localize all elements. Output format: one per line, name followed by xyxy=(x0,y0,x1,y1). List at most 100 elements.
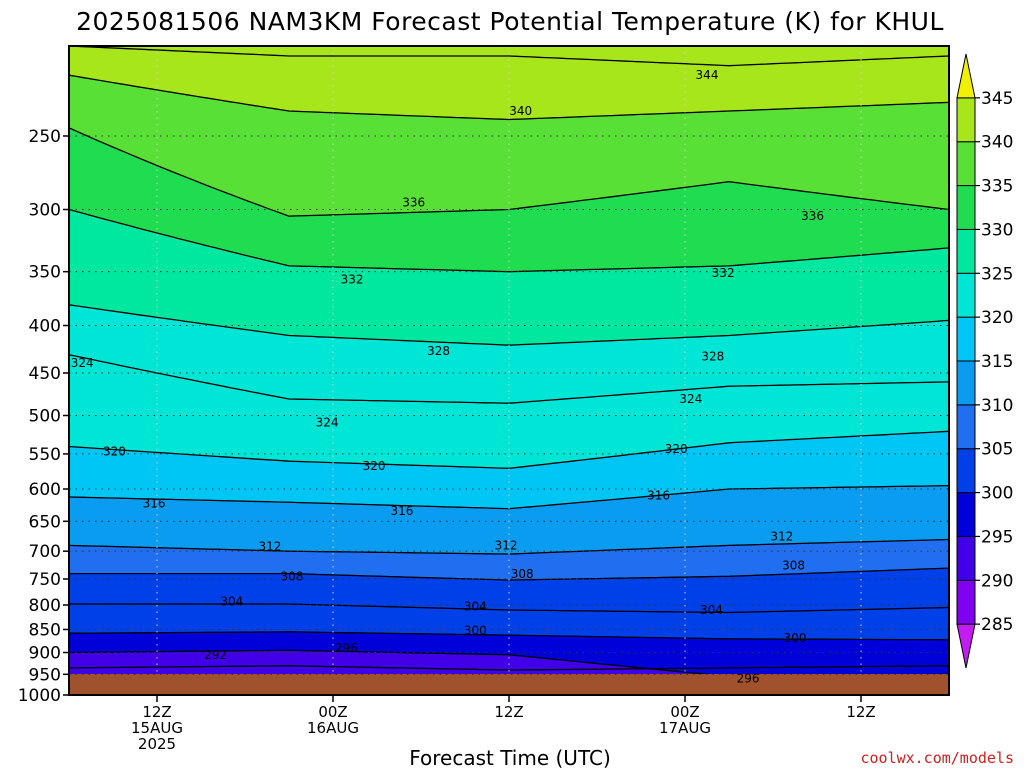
colorbar-bin xyxy=(956,535,976,581)
contour-label-text: 312 xyxy=(495,538,518,552)
contour-label-text: 324 xyxy=(71,356,94,370)
contour-label-text: 304 xyxy=(220,594,243,608)
contour-label-text: 320 xyxy=(363,459,386,473)
isentrope-line xyxy=(69,603,949,614)
isentrope-line xyxy=(69,46,949,67)
contour-label-text: 320 xyxy=(103,445,126,459)
contour-label: 320 xyxy=(363,459,386,473)
contour-label-text: 320 xyxy=(665,442,688,456)
colorbar-bin xyxy=(956,185,976,230)
contour-label-text: 304 xyxy=(464,600,487,614)
contour-label: 344 xyxy=(696,68,719,82)
contour-label: 304 xyxy=(464,600,487,614)
contour-label: 332 xyxy=(712,266,735,280)
contour-label-text: 296 xyxy=(335,641,358,655)
contour-label: 324 xyxy=(316,416,339,430)
x-tick-label: 16AUG xyxy=(307,719,359,737)
colorbar-tick-label: 285 xyxy=(981,615,1013,635)
contour-label: 296 xyxy=(737,672,760,686)
y-tick-label: 1000 xyxy=(18,686,61,706)
contour-label-text: 324 xyxy=(679,392,702,406)
contour-label-text: 344 xyxy=(696,68,719,82)
colorbar-tick-label: 345 xyxy=(981,89,1013,109)
contour-label: 320 xyxy=(103,445,126,459)
x-tick-label: 2025 xyxy=(138,735,176,753)
colorbar-bin xyxy=(956,316,976,362)
colorbar-tick-label: 305 xyxy=(981,440,1013,460)
contour-label: 292 xyxy=(204,648,227,662)
colorbar-tick-label: 325 xyxy=(981,264,1013,284)
contour-label: 340 xyxy=(509,104,532,118)
y-tick-label: 600 xyxy=(29,480,61,500)
contour-label: 316 xyxy=(647,489,670,503)
contour-label-text: 300 xyxy=(784,631,807,645)
contour-label-text: 304 xyxy=(700,603,723,617)
colorbar-bin xyxy=(956,53,976,99)
contour-label-text: 316 xyxy=(647,489,670,503)
colorbar-tick-label: 290 xyxy=(981,571,1013,591)
contour-label-text: 324 xyxy=(316,416,339,430)
contour-label: 308 xyxy=(280,569,303,583)
isentrope-line xyxy=(69,649,949,674)
colorbar-bin xyxy=(956,579,976,625)
colorbar-tick-label: 310 xyxy=(981,396,1013,416)
colorbar-bin xyxy=(956,404,976,450)
colorbar: 285 290 295 300 305 310 315 320 325 330 335 340 345 xyxy=(956,53,1013,669)
theta-band xyxy=(69,127,949,272)
x-tick-label: 00Z xyxy=(670,703,699,721)
contour-label-text: 336 xyxy=(801,209,824,223)
theta-band xyxy=(69,75,949,217)
y-tick-label: 350 xyxy=(29,263,61,283)
theta-band xyxy=(69,304,949,404)
isentrope-lines xyxy=(69,46,949,674)
contour-label: 328 xyxy=(427,344,450,358)
isentrope-line xyxy=(69,430,949,469)
contour-label: 324 xyxy=(679,392,702,406)
contour-label: 316 xyxy=(390,504,413,518)
contour-label: 312 xyxy=(495,538,518,552)
contour-label-text: 328 xyxy=(701,350,724,364)
x-tick-label: 17AUG xyxy=(659,719,711,737)
y-tick-label: 500 xyxy=(29,406,61,426)
colorbar-bin xyxy=(956,360,976,406)
y-tick-label: 250 xyxy=(29,127,61,147)
y-tick-label: 900 xyxy=(29,644,61,664)
y-tick-label: 800 xyxy=(29,596,61,616)
colorbar-bin xyxy=(956,228,976,274)
x-tick-label: 15AUG xyxy=(131,719,183,737)
colorbar-tick-label: 330 xyxy=(981,220,1013,240)
contour-label: 304 xyxy=(700,603,723,617)
x-tick-label: 12Z xyxy=(846,703,875,721)
y-tick-label: 750 xyxy=(29,570,61,590)
isentrope-line xyxy=(69,74,949,121)
colorbar-bin xyxy=(956,623,976,669)
theta-band xyxy=(69,209,949,346)
contour-label-text: 332 xyxy=(712,266,735,280)
colorbar-tick-label: 335 xyxy=(981,177,1013,197)
contour-label-text: 308 xyxy=(280,569,303,583)
colorbar-bin xyxy=(956,448,976,494)
x-axis-label: Forecast Time (UTC) xyxy=(409,746,611,768)
grid-lines xyxy=(69,46,949,696)
x-tick-label: 12Z xyxy=(494,703,523,721)
contour-label: 324 xyxy=(71,356,94,370)
contour-label: 308 xyxy=(511,567,534,581)
contour-label-text: 308 xyxy=(782,558,805,572)
contour-label: 312 xyxy=(258,540,281,554)
y-tick-label: 450 xyxy=(29,364,61,384)
contour-label: 304 xyxy=(220,594,243,608)
theta-band xyxy=(69,631,949,674)
contour-label-text: 336 xyxy=(402,196,425,210)
contour-label-text: 316 xyxy=(390,504,413,518)
y-tick-label: 300 xyxy=(29,201,61,221)
isentrope-line xyxy=(69,208,949,273)
credit-text: coolwx.com/models xyxy=(860,749,1014,767)
contour-label: 300 xyxy=(784,631,807,645)
y-tick-label: 400 xyxy=(29,317,61,337)
theta-band xyxy=(69,46,949,120)
contour-label-text: 332 xyxy=(341,273,364,287)
contour-label-text: 296 xyxy=(737,672,760,686)
theta-color-bands xyxy=(69,46,949,674)
